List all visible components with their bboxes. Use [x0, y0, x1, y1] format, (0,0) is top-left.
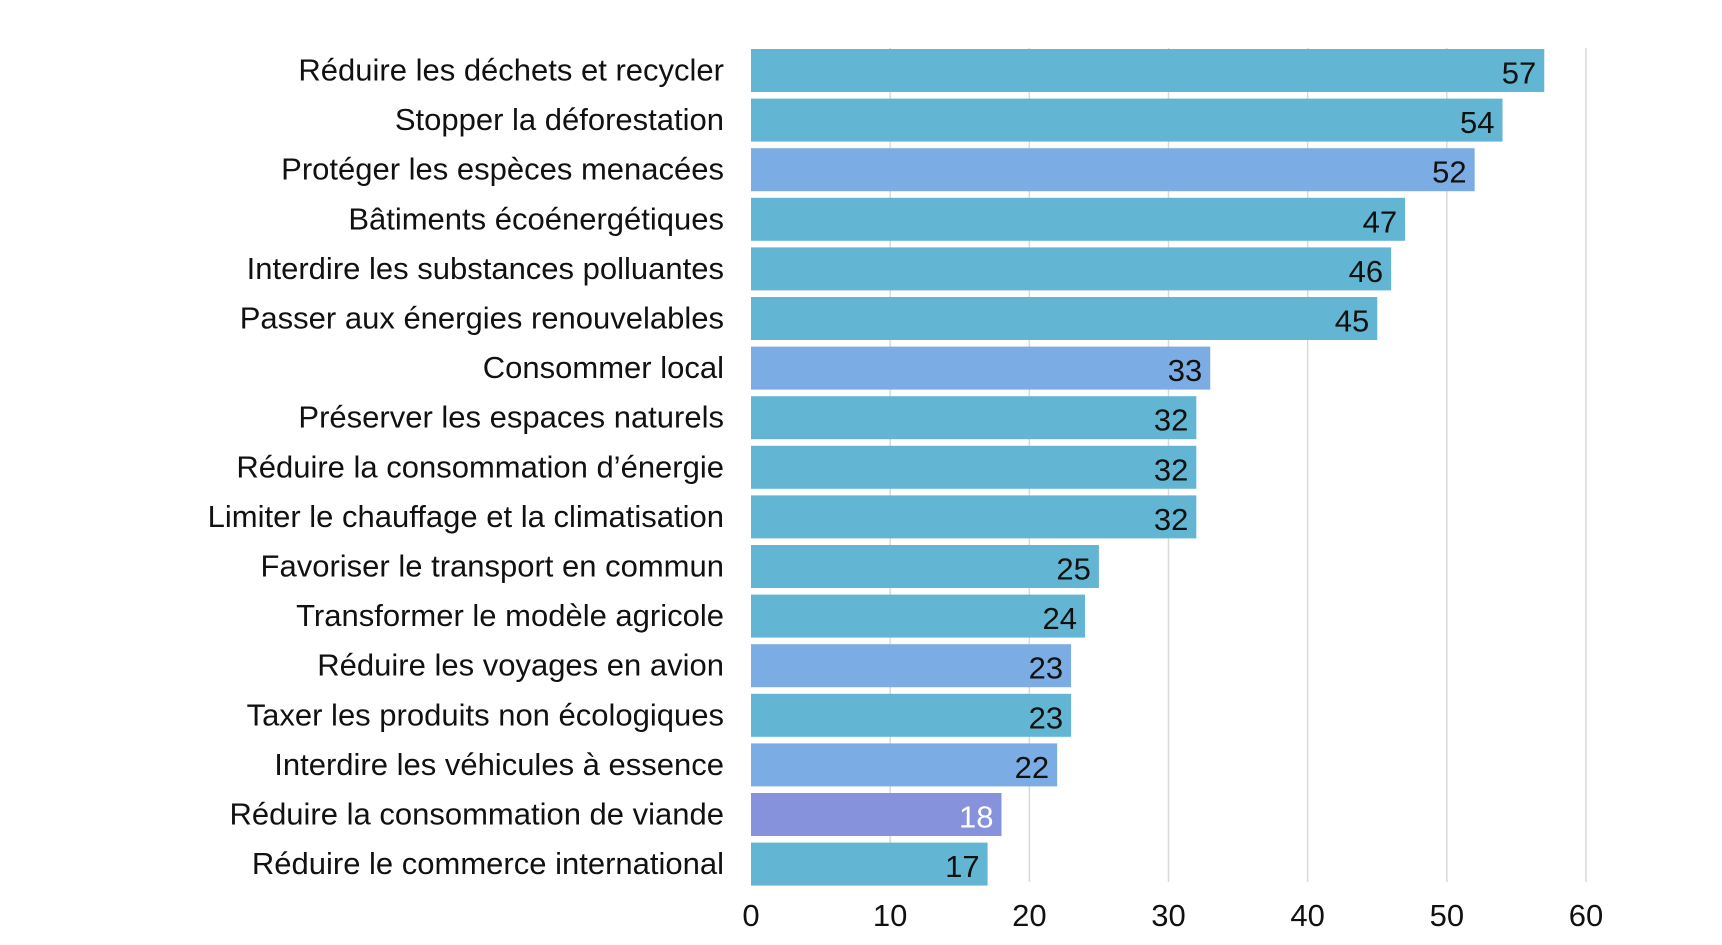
value-label: 33 — [1168, 353, 1202, 388]
x-tick-label: 60 — [1569, 898, 1603, 933]
category-label: Réduire la consommation de viande — [229, 797, 724, 832]
value-label: 24 — [1043, 601, 1077, 636]
category-label: Bâtiments écoénergétiques — [348, 201, 724, 236]
x-tick-label: 10 — [873, 898, 907, 933]
bar — [751, 49, 1545, 92]
category-label: Réduire les voyages en avion — [317, 648, 724, 683]
bar — [751, 396, 1197, 440]
category-label: Stopper la déforestation — [395, 102, 724, 137]
x-tick-label: 50 — [1430, 898, 1464, 933]
bar — [751, 148, 1475, 192]
bar — [751, 743, 1058, 787]
bar — [751, 594, 1085, 638]
value-label: 46 — [1349, 254, 1383, 289]
bar — [751, 693, 1072, 737]
value-label: 23 — [1029, 700, 1063, 735]
category-label: Réduire les déchets et recycler — [298, 53, 724, 88]
value-label: 25 — [1056, 552, 1090, 587]
bar — [751, 445, 1197, 489]
bar — [751, 197, 1406, 241]
value-label: 32 — [1154, 403, 1188, 438]
value-label: 47 — [1363, 204, 1397, 239]
value-label: 23 — [1029, 651, 1063, 686]
bar — [751, 297, 1378, 340]
x-axis-ticks: 0 10 20 30 40 50 60 — [742, 898, 1603, 933]
bar — [751, 644, 1072, 688]
category-label: Limiter le chauffage et la climatisation — [208, 499, 724, 534]
bar — [751, 545, 1099, 588]
category-label: Réduire la consommation d’énergie — [236, 449, 724, 484]
bars — [751, 49, 1545, 886]
category-label: Interdire les substances polluantes — [247, 251, 724, 286]
category-label: Interdire les véhicules à essence — [274, 747, 724, 782]
value-label: 17 — [945, 849, 979, 884]
x-tick-label: 30 — [1151, 898, 1185, 933]
value-label: 32 — [1154, 502, 1188, 537]
category-label: Protéger les espèces menacées — [281, 152, 724, 187]
bar — [751, 247, 1392, 291]
bar — [751, 793, 1002, 836]
bar — [751, 98, 1503, 142]
category-label: Transformer le modèle agricole — [296, 598, 724, 633]
x-tick-label: 40 — [1290, 898, 1324, 933]
bar — [751, 842, 988, 886]
x-tick-label: 0 — [742, 898, 759, 933]
category-label: Passer aux énergies renouvelables — [240, 301, 724, 336]
value-label: 32 — [1154, 452, 1188, 487]
category-label: Réduire le commerce international — [252, 846, 724, 881]
bar — [751, 346, 1211, 390]
category-label: Taxer les produits non écologiques — [247, 697, 724, 732]
value-label: 54 — [1460, 105, 1494, 140]
category-label: Consommer local — [483, 350, 724, 385]
bar — [751, 495, 1197, 539]
category-label: Préserver les espaces naturels — [298, 400, 724, 435]
value-label: 22 — [1015, 750, 1049, 785]
category-labels: Réduire les déchets et recycler Stopper l… — [208, 53, 724, 882]
category-label: Favoriser le transport en commun — [261, 549, 724, 584]
x-tick-label: 20 — [1012, 898, 1046, 933]
value-label: 45 — [1335, 304, 1369, 339]
value-label: 57 — [1502, 56, 1536, 91]
value-label: 52 — [1432, 155, 1466, 190]
value-label: 18 — [959, 800, 993, 835]
